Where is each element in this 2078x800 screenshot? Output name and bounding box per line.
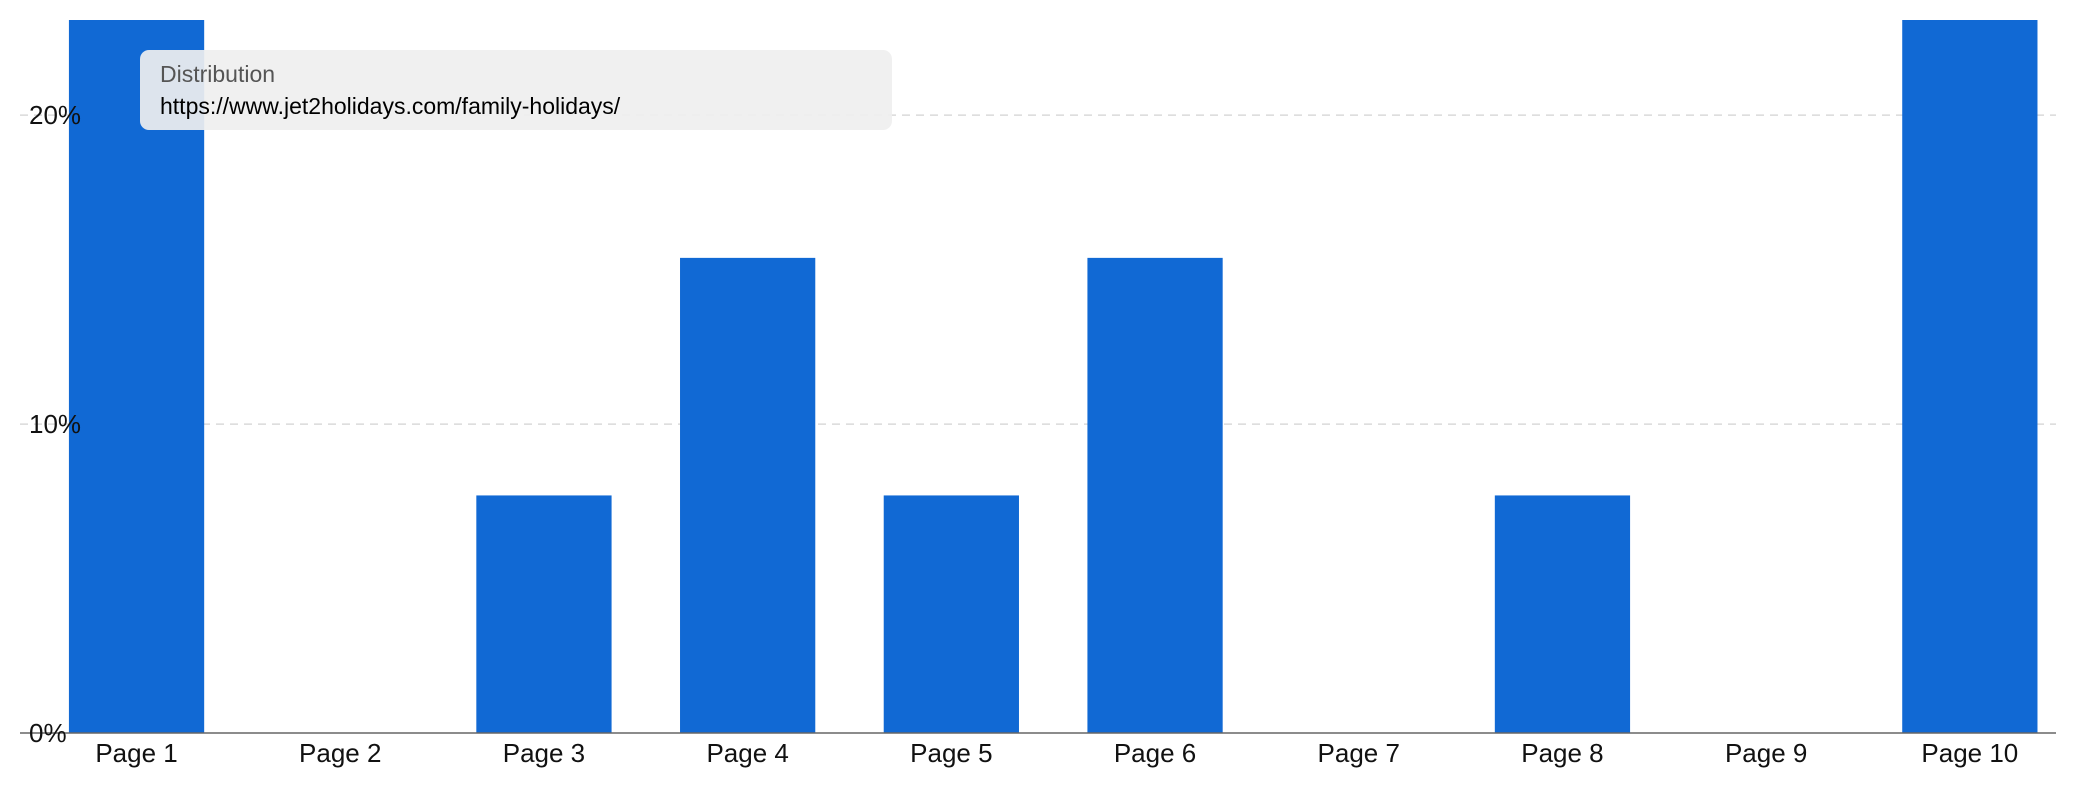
x-tick-label: Page 3	[503, 738, 585, 768]
tooltip-title: Distribution	[160, 61, 275, 87]
tooltip-box	[140, 50, 892, 130]
tooltip: Distribution https://www.jet2holidays.co…	[140, 50, 892, 130]
x-tick-label: Page 10	[1921, 738, 2018, 768]
x-tick-label: Page 1	[95, 738, 177, 768]
bar	[883, 495, 1019, 733]
y-tick-label: 20%	[29, 100, 81, 130]
bar	[68, 20, 205, 733]
y-tick-label: 0%	[29, 718, 67, 748]
x-tick-label: Page 4	[706, 738, 788, 768]
x-tick-label: Page 2	[299, 738, 381, 768]
bar	[1087, 257, 1223, 733]
bar	[1494, 495, 1631, 733]
x-tick-label: Page 5	[910, 738, 992, 768]
grid-layer	[20, 114, 2056, 425]
tooltip-text: https://www.jet2holidays.com/family-holi…	[160, 93, 621, 119]
x-tick-label: Page 9	[1725, 738, 1807, 768]
x-tick-label: Page 7	[1318, 738, 1400, 768]
x-tick-label: Page 8	[1521, 738, 1603, 768]
label-layer: 0% 10% 20% Page 1 Page 2 Page 3 Page 4 Page 5 Pa…	[29, 100, 2018, 768]
y-tick-label: 10%	[29, 409, 81, 439]
bar	[680, 257, 816, 733]
bar	[1902, 20, 2038, 733]
x-tick-label: Page 6	[1114, 738, 1196, 768]
bar	[476, 495, 612, 733]
bar-layer	[68, 20, 2038, 733]
